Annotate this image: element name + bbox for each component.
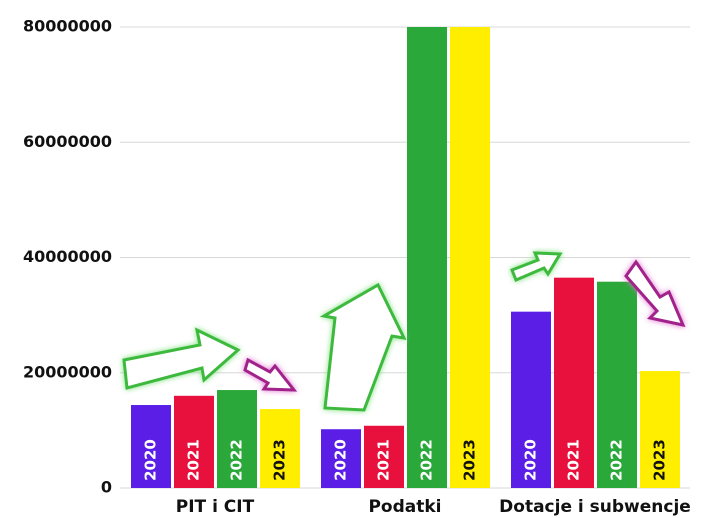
bar	[597, 281, 637, 488]
y-tick-label: 20000000	[23, 362, 112, 381]
bar-label: 2020	[332, 439, 350, 481]
bar	[321, 429, 361, 488]
grid	[120, 26, 690, 489]
y-tick-label: 0	[101, 478, 112, 497]
bar	[131, 405, 171, 488]
x-tick-label: Podatki	[368, 497, 441, 517]
arrow	[319, 282, 407, 412]
bar-label: 2020	[142, 439, 160, 481]
bar	[407, 27, 447, 488]
bars	[131, 27, 680, 488]
bar-label: 2021	[565, 439, 583, 481]
x-tick-label: PIT i CIT	[176, 497, 255, 517]
bar	[174, 395, 214, 488]
bar	[450, 27, 490, 488]
decorations	[122, 251, 686, 412]
y-tick-label: 60000000	[23, 132, 112, 151]
x-tick-label: Dotacje i subwencje	[499, 497, 691, 517]
bar-label: 2022	[418, 439, 436, 481]
arrow	[624, 259, 686, 328]
bar-label: 2023	[271, 439, 289, 481]
y-tick-label: 80000000	[23, 17, 112, 36]
bar-label: 2022	[608, 439, 626, 481]
bar	[511, 311, 551, 488]
y-tick-label: 40000000	[23, 247, 112, 266]
bar-label: 2022	[228, 439, 246, 481]
bar-label: 2021	[185, 439, 203, 481]
bar	[364, 425, 404, 488]
bar	[640, 371, 680, 488]
arrow	[510, 251, 563, 282]
arrow	[243, 357, 298, 392]
bar	[260, 409, 300, 488]
bar-label: 2023	[651, 439, 669, 481]
arrow	[122, 327, 241, 390]
bar-label: 2023	[461, 439, 479, 481]
bar-label: 2020	[522, 439, 540, 481]
labels: 0 20000000 40000000 60000000 80000000 PIT i C…	[23, 17, 691, 518]
bar	[554, 277, 594, 488]
bar-label: 2021	[375, 439, 393, 481]
bar	[217, 390, 257, 488]
